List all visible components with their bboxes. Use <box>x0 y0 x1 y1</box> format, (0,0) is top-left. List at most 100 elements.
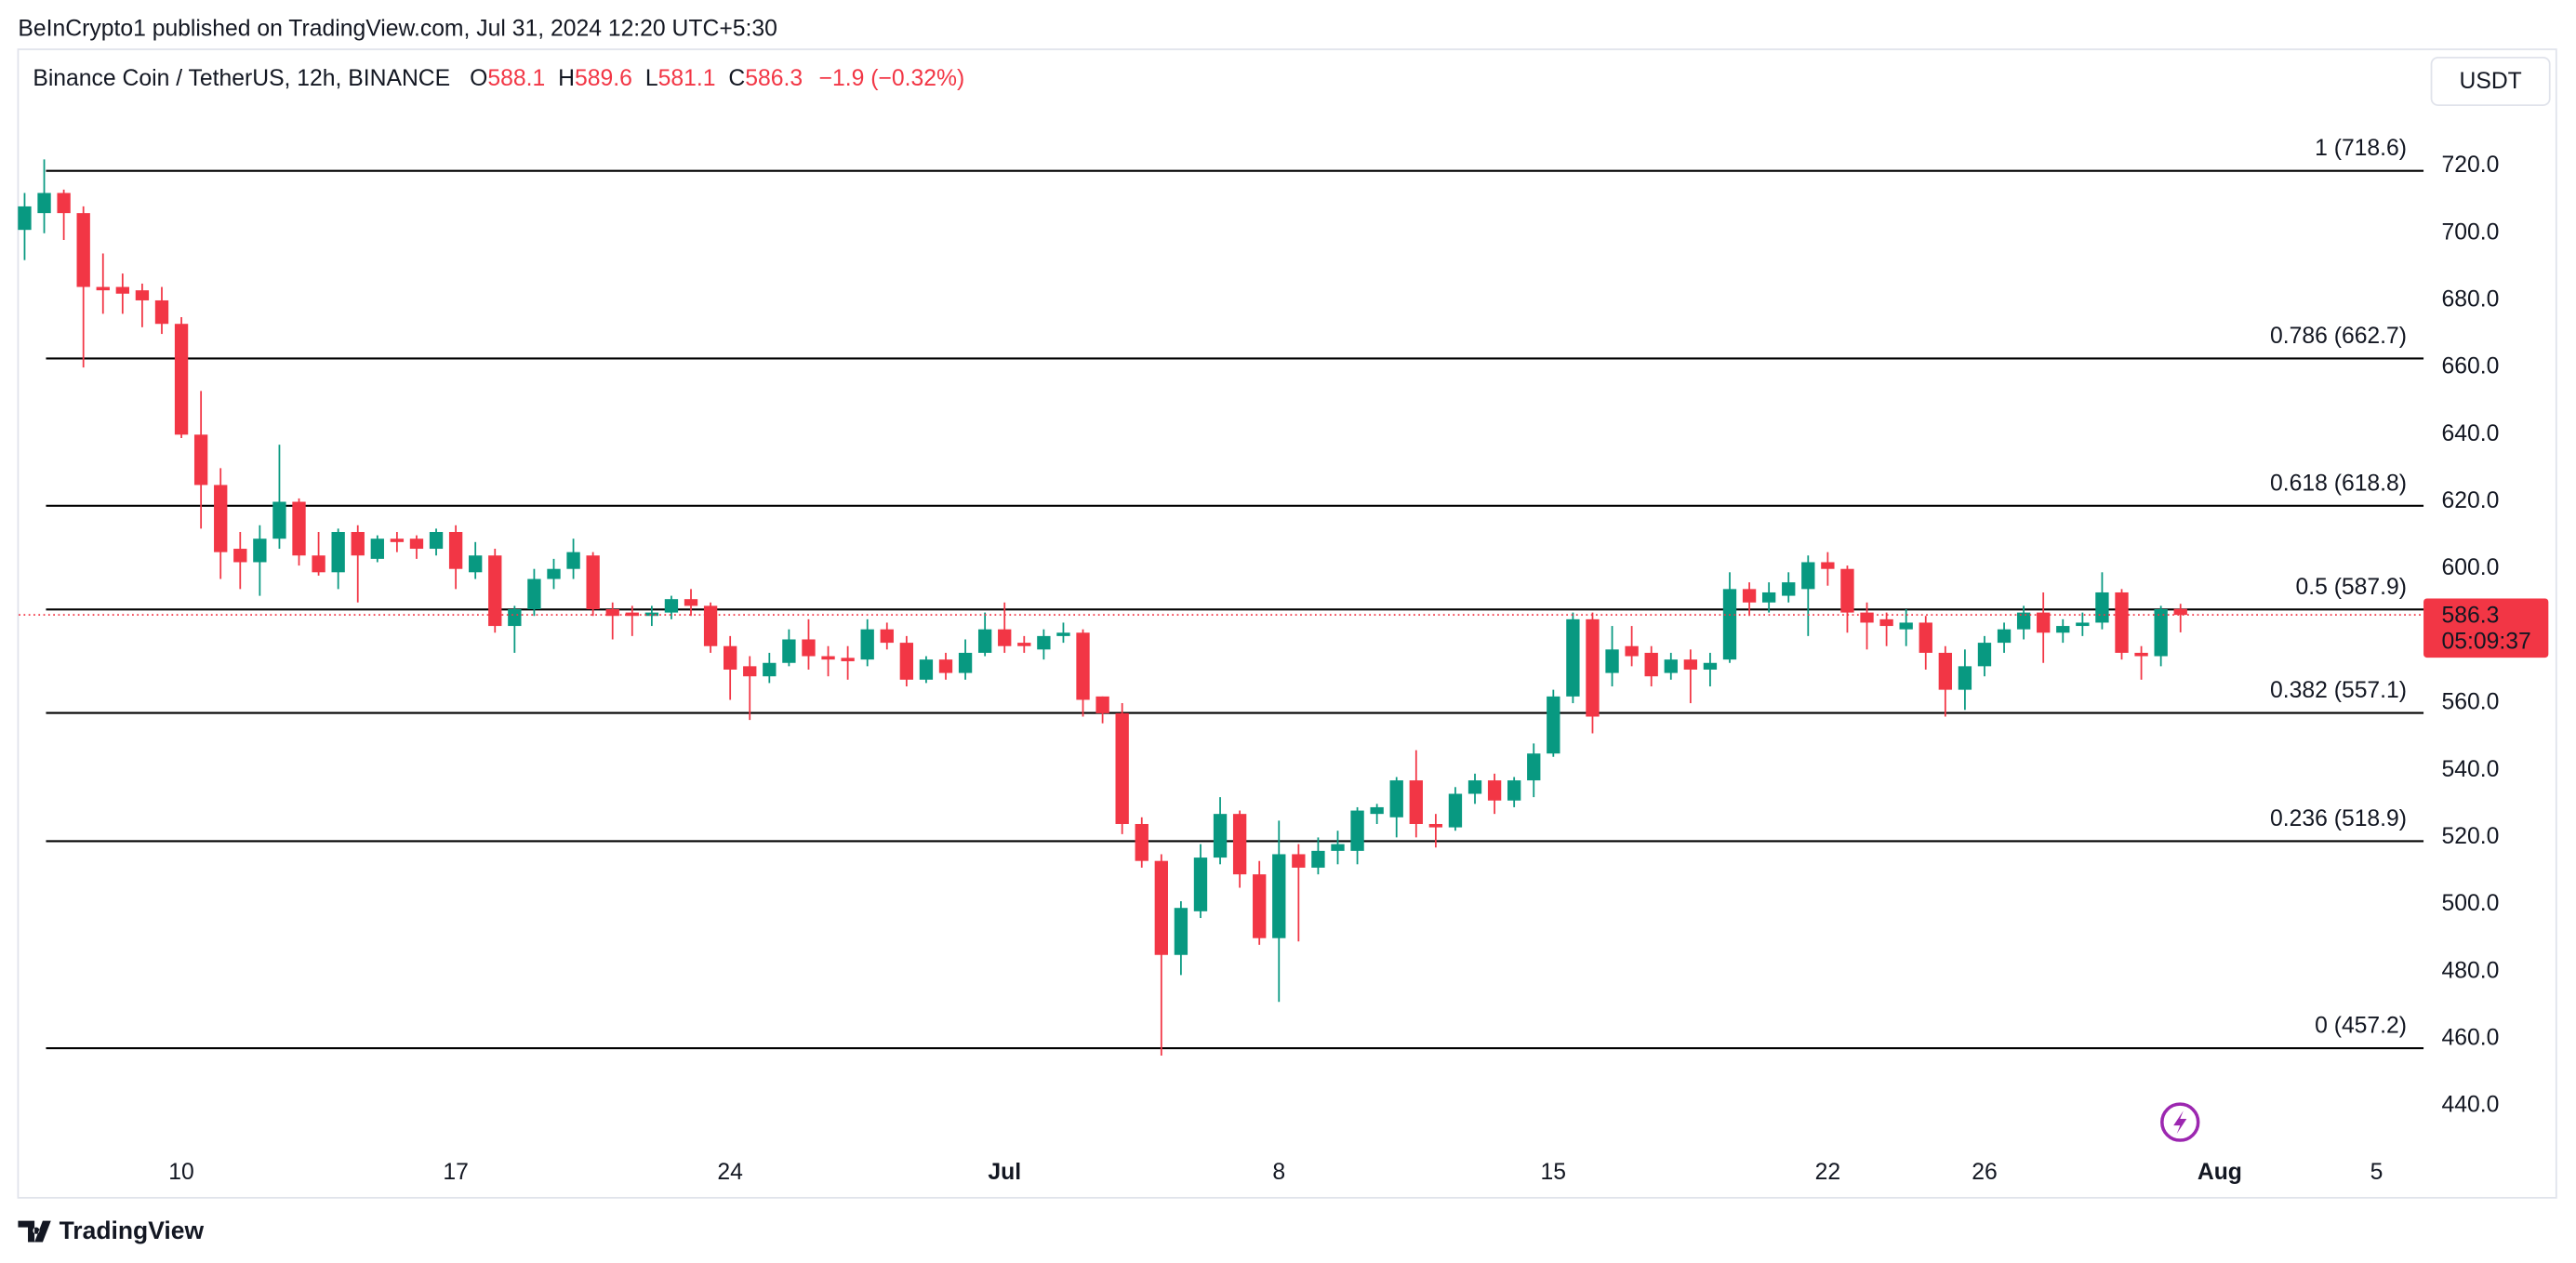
candle-body <box>1761 592 1776 603</box>
candle-body <box>763 662 777 677</box>
candle-body <box>214 485 228 552</box>
candle-body <box>448 531 463 569</box>
candle-body <box>1076 632 1090 700</box>
candle-body <box>1370 806 1384 815</box>
candle-body <box>1213 814 1228 858</box>
candle-body <box>469 555 483 573</box>
candle-body <box>1879 618 1893 627</box>
candle-body <box>1821 562 1835 569</box>
candle-body <box>2115 592 2129 653</box>
publisher-line: BeInCrypto1 published on TradingView.com… <box>18 16 777 41</box>
candle-body <box>958 652 973 673</box>
candle-body <box>2076 622 2090 627</box>
candle-body <box>605 609 619 617</box>
candle-body <box>1448 793 1463 828</box>
y-tick-label: 600.0 <box>2441 555 2499 580</box>
candle-body <box>2134 652 2148 657</box>
change-value: −1.9 (−0.32%) <box>819 65 965 90</box>
candle-body <box>1547 696 1560 754</box>
y-tick-label: 520.0 <box>2441 824 2499 849</box>
candle-body <box>1625 645 1639 657</box>
x-tick-label: 24 <box>717 1160 743 1185</box>
candle-body <box>527 578 541 610</box>
candle-body <box>1292 854 1306 868</box>
candle-body <box>508 609 522 627</box>
candle-body <box>1331 844 1345 851</box>
candle-body <box>1840 568 1854 613</box>
y-tick-label: 460.0 <box>2441 1026 2499 1051</box>
candle-body <box>977 629 992 653</box>
x-tick-label: 10 <box>168 1160 194 1185</box>
candle-body <box>625 612 639 617</box>
candle-body <box>1350 810 1364 851</box>
candle-body <box>135 290 150 300</box>
currency-button-label[interactable]: USDT <box>2459 69 2521 94</box>
candle-body <box>253 538 267 563</box>
candle-body <box>1742 589 1757 603</box>
currency-button[interactable] <box>2430 56 2551 106</box>
x-tick-label: 17 <box>443 1160 468 1185</box>
logo-text: TradingView <box>60 1216 205 1244</box>
candle-body <box>233 549 247 563</box>
candle-body <box>1527 753 1541 781</box>
candle-body <box>1997 629 2012 644</box>
last-price-label: 586.3 <box>2441 603 2499 628</box>
candle-body <box>1253 874 1267 938</box>
high-label: H <box>558 65 575 90</box>
candle-body <box>586 555 600 610</box>
candle-body <box>193 434 208 485</box>
candle-body <box>1938 652 1952 690</box>
candle-body <box>1487 780 1502 801</box>
candle-body <box>703 605 718 646</box>
candle-body <box>96 286 110 291</box>
candle-body <box>1389 780 1403 818</box>
candle-body <box>351 531 365 556</box>
lightning-icon[interactable] <box>2160 1102 2200 1142</box>
candle-body <box>1272 854 1286 938</box>
y-tick-label: 680.0 <box>2441 287 2499 312</box>
candle-body <box>1467 780 1482 794</box>
candle-body <box>272 501 286 539</box>
candle-body <box>1860 612 1874 623</box>
candle-body <box>1722 589 1737 660</box>
candle-body <box>1782 582 1796 596</box>
candle-body <box>1683 659 1698 670</box>
candle-body <box>1115 712 1129 824</box>
candle-body <box>1919 622 1932 653</box>
low-value: 581.1 <box>658 65 716 90</box>
y-tick-label: 620.0 <box>2441 488 2499 513</box>
candle-body <box>821 656 835 660</box>
candle-body <box>2037 612 2051 633</box>
lightning-bolt[interactable] <box>2173 1110 2187 1134</box>
lightning-circle[interactable] <box>2160 1102 2200 1142</box>
x-tick-label: Jul <box>988 1160 1021 1185</box>
candle-body <box>919 659 934 680</box>
candle-body <box>370 538 384 559</box>
fib-level-label: 0.618 (618.8) <box>2270 471 2407 496</box>
candle-body <box>2016 612 2031 630</box>
candle-body <box>1428 823 1443 828</box>
y-tick-label: 440.0 <box>2441 1093 2499 1118</box>
candle-body <box>1311 850 1325 868</box>
high-value: 589.6 <box>575 65 632 90</box>
ohlc-legend: Binance Coin / TetherUS, 12h, BINANCE O5… <box>33 65 964 90</box>
candle-body <box>409 538 424 550</box>
candle-body <box>115 286 130 294</box>
candle-body <box>1135 823 1149 861</box>
candle-body <box>390 538 405 542</box>
candle-body <box>1664 659 1678 673</box>
candle-body <box>1977 643 1992 667</box>
candle-body <box>1193 858 1208 911</box>
candle-body <box>1232 814 1247 875</box>
candle-body <box>1409 780 1423 824</box>
candle-body <box>860 629 874 660</box>
candle-body <box>880 629 894 644</box>
candle-body <box>1507 780 1521 801</box>
open-value: 588.1 <box>487 65 545 90</box>
x-tick-label: Aug <box>2198 1160 2242 1185</box>
x-tick-label: 22 <box>1815 1160 1841 1185</box>
candle-body <box>18 206 32 231</box>
open-label: O <box>470 65 487 90</box>
